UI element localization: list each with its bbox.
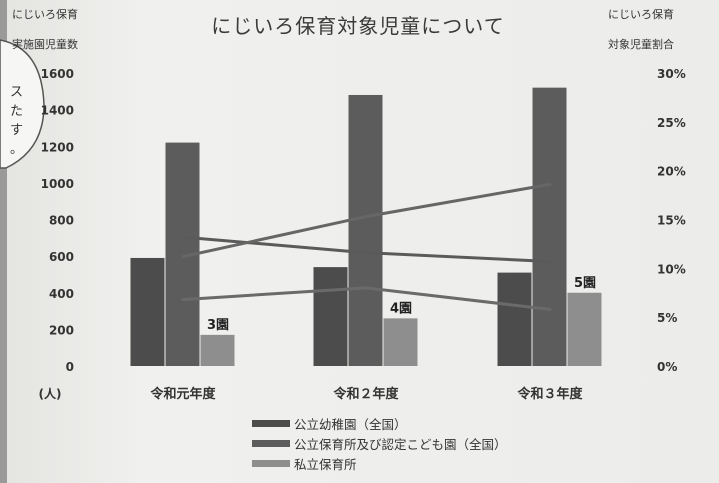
- category-label: 令和２年度: [333, 386, 399, 402]
- category-label: 令和元年度: [150, 386, 216, 402]
- bar-2: [532, 87, 567, 367]
- margin-note-bubble: [0, 39, 45, 169]
- legend: 公立幼稚園（全国） 公立保育所及び認定こども園（全国） 私立保育所: [252, 417, 507, 472]
- y-left-tick: 1600: [41, 67, 74, 81]
- y-left-tick: 600: [49, 250, 74, 264]
- y-right-tick: 0%: [657, 360, 677, 374]
- category-labels: 令和元年度 令和２年度 令和３年度: [150, 386, 583, 402]
- y-left-unit: (人): [39, 386, 62, 401]
- bar-series: [130, 87, 602, 367]
- bar-1: [130, 257, 165, 366]
- margin-note-char: た: [10, 104, 23, 119]
- y-right-tick: 5%: [657, 311, 677, 325]
- y-left-tick: 1200: [41, 140, 74, 154]
- ratio-line-2: [181, 182, 552, 259]
- bar-1: [313, 267, 348, 366]
- data-label: 4園: [390, 300, 412, 316]
- line-series: [181, 182, 552, 311]
- margin-note-char: 。: [10, 142, 23, 157]
- y-left-tick: 200: [49, 323, 74, 337]
- y-right-tick: 20%: [657, 165, 686, 179]
- y-left-tick: 0: [66, 360, 74, 374]
- bar-2: [348, 94, 383, 366]
- y-left-tick: 1000: [41, 177, 74, 191]
- y-right-title-line2: 対象児童割合: [608, 37, 674, 51]
- data-labels: 3園 4園 5園: [207, 275, 596, 333]
- y-left-ticks: 0 200 400 600 800 1000 1200 1400 1600: [41, 67, 74, 374]
- category-label: 令和３年度: [517, 386, 583, 402]
- bar-3: [567, 292, 602, 366]
- legend-swatch: [252, 420, 290, 427]
- y-right-ticks: 0% 5% 10% 15% 20% 25% 30%: [657, 67, 686, 374]
- y-right-tick: 10%: [657, 262, 686, 276]
- chart-title: にじいろ保育対象児童について: [211, 14, 504, 38]
- legend-swatch: [252, 440, 290, 447]
- ratio-line-3: [181, 286, 552, 311]
- y-left-tick: 400: [49, 287, 74, 301]
- legend-label: 公立幼稚園（全国）: [294, 417, 407, 432]
- y-right-tick: 25%: [657, 116, 686, 130]
- y-left-tick: 800: [49, 214, 74, 228]
- bar-3: [200, 334, 235, 366]
- bar-3: [383, 318, 418, 366]
- data-label: 3園: [207, 317, 229, 333]
- legend-label: 公立保育所及び認定こども園（全国）: [294, 437, 507, 452]
- y-right-tick: 15%: [657, 214, 686, 228]
- data-label: 5園: [574, 275, 596, 291]
- left-edge-shadow: [0, 0, 7, 483]
- y-right-title-line1: にじいろ保育: [608, 7, 674, 21]
- margin-note-char: ス: [10, 85, 23, 100]
- y-right-tick: 30%: [657, 67, 686, 81]
- legend-swatch: [252, 460, 290, 467]
- y-left-tick: 1400: [41, 104, 74, 118]
- margin-note-char: す: [10, 123, 23, 138]
- margin-note: スたす。: [10, 85, 23, 157]
- bar-1: [497, 272, 532, 366]
- y-left-title-line1: にじいろ保育: [12, 7, 78, 21]
- y-left-title-line2: 実施園児童数: [12, 37, 78, 51]
- legend-label: 私立保育所: [294, 457, 357, 472]
